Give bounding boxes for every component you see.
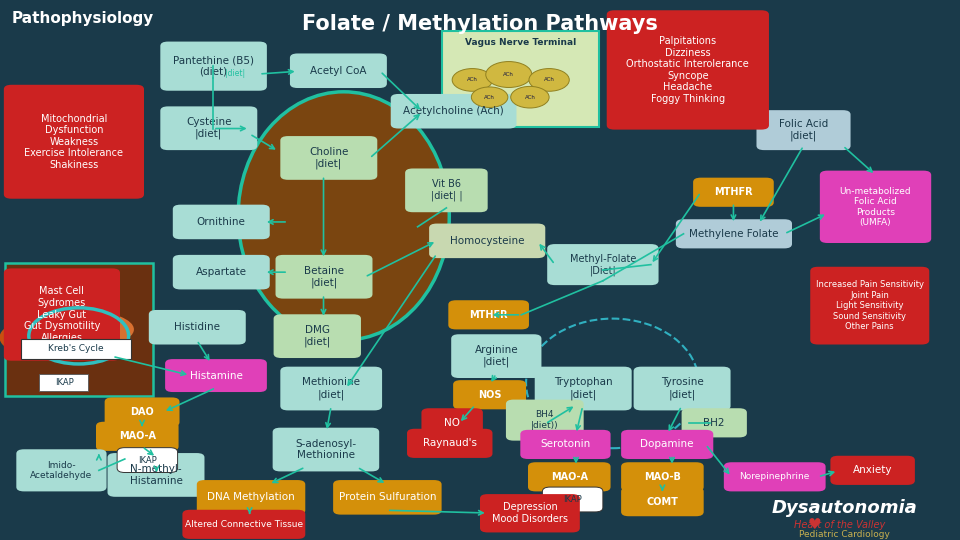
FancyBboxPatch shape <box>280 136 377 180</box>
Text: Vagus Nerve Terminal: Vagus Nerve Terminal <box>465 38 576 46</box>
Text: Folate / Methylation Pathways: Folate / Methylation Pathways <box>302 14 658 35</box>
FancyBboxPatch shape <box>724 462 826 491</box>
Text: ACh: ACh <box>503 72 515 77</box>
Ellipse shape <box>0 315 116 360</box>
Circle shape <box>471 87 508 107</box>
Text: Dopamine: Dopamine <box>640 440 694 449</box>
Text: DMG
|diet|: DMG |diet| <box>303 325 331 347</box>
Text: Histidine: Histidine <box>175 322 220 332</box>
FancyBboxPatch shape <box>820 171 931 243</box>
Text: Palpitations
Dizziness
Orthostatic Interolerance
Syncope
Headache
Foggy Thinking: Palpitations Dizziness Orthostatic Inter… <box>627 36 749 104</box>
FancyBboxPatch shape <box>405 168 488 212</box>
Text: Tryptophan
|diet|: Tryptophan |diet| <box>554 377 612 400</box>
Text: Methylene Folate: Methylene Folate <box>689 229 779 239</box>
FancyBboxPatch shape <box>182 510 305 539</box>
FancyBboxPatch shape <box>621 430 713 459</box>
Text: ♥: ♥ <box>807 517 821 532</box>
Text: Depression
Mood Disorders: Depression Mood Disorders <box>492 502 568 524</box>
FancyBboxPatch shape <box>117 448 178 472</box>
Text: ACh: ACh <box>484 94 495 100</box>
Text: Pantethine (B5)
(diet): Pantethine (B5) (diet) <box>173 56 254 77</box>
Text: Heart of the Valley: Heart of the Valley <box>794 520 886 530</box>
Text: N-methyl-
Histamine: N-methyl- Histamine <box>130 464 182 486</box>
Circle shape <box>452 69 492 91</box>
FancyBboxPatch shape <box>4 85 144 199</box>
Text: IKAP: IKAP <box>138 456 156 464</box>
FancyBboxPatch shape <box>448 300 529 329</box>
FancyBboxPatch shape <box>621 487 704 516</box>
FancyBboxPatch shape <box>607 10 769 130</box>
Ellipse shape <box>36 333 99 357</box>
FancyBboxPatch shape <box>333 480 442 515</box>
Ellipse shape <box>38 311 133 348</box>
Circle shape <box>486 62 532 87</box>
FancyBboxPatch shape <box>290 53 387 88</box>
Text: Arginine
|diet|: Arginine |diet| <box>474 345 518 367</box>
Text: DAO: DAO <box>131 407 154 417</box>
Text: Protein Sulfuration: Protein Sulfuration <box>339 492 436 502</box>
FancyBboxPatch shape <box>520 430 611 459</box>
FancyBboxPatch shape <box>173 205 270 239</box>
FancyBboxPatch shape <box>542 487 603 512</box>
Text: DNA Methylation: DNA Methylation <box>207 492 295 502</box>
FancyBboxPatch shape <box>149 310 246 345</box>
Text: BH4
|diet)): BH4 |diet)) <box>531 410 559 430</box>
FancyBboxPatch shape <box>693 178 774 207</box>
Text: Increased Pain Sensitivity
Joint Pain
Light Sensitivity
Sound Sensitivity
Other : Increased Pain Sensitivity Joint Pain Li… <box>816 280 924 331</box>
FancyBboxPatch shape <box>108 453 204 497</box>
Text: Serotonin: Serotonin <box>540 440 590 449</box>
Text: MAO-A: MAO-A <box>119 431 156 441</box>
FancyBboxPatch shape <box>5 263 153 396</box>
Text: NO: NO <box>444 418 460 428</box>
Ellipse shape <box>238 92 449 340</box>
FancyBboxPatch shape <box>830 456 915 485</box>
Text: ACh: ACh <box>467 77 478 83</box>
FancyBboxPatch shape <box>105 397 180 427</box>
FancyBboxPatch shape <box>480 494 580 532</box>
Text: Altered Connective Tissue: Altered Connective Tissue <box>184 520 303 529</box>
FancyBboxPatch shape <box>451 334 541 378</box>
FancyBboxPatch shape <box>4 268 120 361</box>
Text: Dysautonomia: Dysautonomia <box>772 498 918 517</box>
Text: |diet|: |diet| <box>225 70 245 78</box>
FancyBboxPatch shape <box>160 42 267 91</box>
Text: MTHFR: MTHFR <box>714 187 753 197</box>
Text: Cysteine
|diet|: Cysteine |diet| <box>186 117 231 139</box>
Text: Choline
|diet|: Choline |diet| <box>309 147 348 169</box>
Text: Homocysteine: Homocysteine <box>450 236 524 246</box>
FancyBboxPatch shape <box>21 339 131 359</box>
FancyBboxPatch shape <box>273 428 379 471</box>
Text: MAO-A: MAO-A <box>551 472 588 482</box>
Text: BH2: BH2 <box>704 418 725 428</box>
Text: Norepinephrine: Norepinephrine <box>739 472 810 481</box>
FancyBboxPatch shape <box>535 367 632 410</box>
Text: Mitochondrial
Dysfunction
Weakness
Exercise Intolerance
Shakiness: Mitochondrial Dysfunction Weakness Exerc… <box>24 113 124 170</box>
Text: Pediatric Cardiology: Pediatric Cardiology <box>800 530 890 539</box>
Text: Kreb's Cycle: Kreb's Cycle <box>48 345 104 353</box>
Text: Pathophysiology: Pathophysiology <box>12 11 154 26</box>
Text: COMT: COMT <box>646 497 679 507</box>
FancyBboxPatch shape <box>165 359 267 392</box>
Text: Mast Cell
Sydromes
Leaky Gut
Gut Dysmotility
Allergies: Mast Cell Sydromes Leaky Gut Gut Dysmoti… <box>24 286 100 343</box>
Text: Methionine
|diet|: Methionine |diet| <box>302 377 360 400</box>
FancyBboxPatch shape <box>39 374 88 391</box>
FancyBboxPatch shape <box>197 480 305 515</box>
Text: Acetylcholine (Ach): Acetylcholine (Ach) <box>403 106 504 116</box>
FancyBboxPatch shape <box>528 462 611 491</box>
Text: Un-metabolized
Folic Acid
Products
(UMFA): Un-metabolized Folic Acid Products (UMFA… <box>840 187 911 227</box>
Text: Folic Acid
|diet|: Folic Acid |diet| <box>779 119 828 141</box>
Text: S-adenosyl-
Methionine: S-adenosyl- Methionine <box>296 438 356 460</box>
Text: IKAP: IKAP <box>564 495 582 504</box>
FancyBboxPatch shape <box>442 31 599 127</box>
Text: Ornithine: Ornithine <box>197 217 246 227</box>
FancyBboxPatch shape <box>391 94 516 129</box>
FancyBboxPatch shape <box>96 422 179 451</box>
FancyBboxPatch shape <box>421 408 483 437</box>
Text: NOS: NOS <box>478 390 501 400</box>
Text: MTHFR: MTHFR <box>469 310 508 320</box>
FancyBboxPatch shape <box>676 219 792 248</box>
Text: Tyrosine
|diet|: Tyrosine |diet| <box>660 377 704 400</box>
FancyBboxPatch shape <box>621 462 704 491</box>
FancyBboxPatch shape <box>453 380 526 409</box>
Text: IKAP: IKAP <box>55 378 74 387</box>
